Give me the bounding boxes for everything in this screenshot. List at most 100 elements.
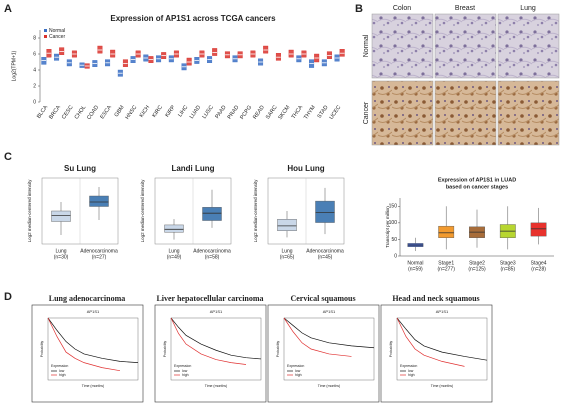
plot-frame	[47, 317, 139, 381]
y-axis-label: Probability	[276, 341, 280, 358]
x-tick-note: (n=30)	[54, 254, 69, 260]
chart-subtitle: AP1S1	[87, 309, 100, 314]
box	[530, 222, 547, 237]
x-tick-label: Lung	[281, 248, 292, 254]
x-tick-note: (n=58)	[205, 254, 220, 260]
chart-title: Expression of AP1S1 across TCGA cancers	[110, 14, 276, 23]
survival-curve	[170, 317, 262, 360]
chart-title: Expression of AP1S1 in LUAD	[438, 177, 516, 183]
chart-subtitle: based on cancer stages	[446, 184, 508, 190]
x-tick-label: Lung	[168, 248, 179, 254]
x-tick-label: Stage3	[500, 260, 516, 266]
x-tick-note: (n=59)	[408, 266, 423, 272]
legend-swatch	[44, 35, 47, 38]
x-tick-label: KIRC	[152, 105, 164, 119]
chart-title: Cervical squamous	[290, 294, 355, 303]
survival-curve	[47, 317, 121, 372]
legend-label: high	[295, 373, 302, 377]
y-axis-label: Probability	[389, 341, 393, 358]
legend-label: low	[59, 369, 65, 373]
y-axis-label: Log2 median-centered intensity	[140, 179, 145, 243]
panel-label: C	[4, 151, 12, 163]
x-axis-label: Time (months)	[431, 384, 453, 388]
column-label: Breast	[455, 5, 475, 12]
x-tick-label: BRCA	[48, 104, 62, 120]
y-axis-label: Log2 median-centered intensity	[253, 179, 258, 243]
x-tick-label: KIRP	[164, 104, 176, 118]
legend-label: high	[182, 373, 189, 377]
box	[164, 224, 184, 233]
chart-title: Head and neck squamous	[392, 294, 479, 303]
ihc-image	[371, 13, 434, 79]
legend-label: low	[408, 369, 414, 373]
x-tick-label: Normal	[407, 260, 423, 266]
x-tick-label: Adenocarcinoma	[306, 248, 344, 254]
ihc-image	[434, 13, 497, 79]
legend-label: low	[182, 369, 188, 373]
y-axis-label: Probability	[163, 341, 167, 358]
x-tick-note: (n=49)	[167, 254, 182, 260]
x-tick-label: UCEC	[329, 105, 343, 121]
x-tick-label: CESC	[61, 105, 75, 121]
chart-title: Liver hepatocellular carcinoma	[156, 294, 263, 303]
box	[438, 225, 455, 238]
y-tick-label: 0	[394, 253, 397, 259]
y-axis-label: Log2(TPM+1)	[11, 50, 17, 81]
y-tick-label: 150	[389, 204, 398, 210]
row-label: Normal	[363, 34, 370, 57]
x-tick-label: PRAD	[227, 105, 241, 121]
x-tick-note: (n=125)	[468, 266, 486, 272]
x-tick-label: Stage4	[531, 260, 547, 266]
y-axis-label: Probability	[40, 341, 44, 358]
x-tick-label: PCPG	[239, 105, 253, 121]
y-axis-label: Transcript per million	[385, 206, 390, 248]
legend-label: Normal	[49, 28, 65, 34]
y-tick-label: 50	[391, 237, 397, 243]
x-tick-label: LUSC	[202, 105, 215, 120]
chart-title: Lung adenocarcinoma	[49, 294, 126, 303]
column-label: Colon	[393, 5, 411, 12]
x-tick-label: THYM	[303, 104, 317, 121]
x-tick-label: HNSC	[125, 105, 139, 121]
y-tick-label: 8	[33, 35, 36, 41]
plot-frame	[283, 317, 375, 381]
x-axis-label: Time (months)	[82, 384, 104, 388]
row-label: Cancer	[363, 101, 370, 124]
chart-title: Hou Lung	[287, 164, 324, 173]
x-axis-label: Time (months)	[205, 384, 227, 388]
x-tick-label: ESCA	[99, 104, 113, 120]
x-tick-label: Stage2	[469, 260, 485, 266]
panel-label: B	[355, 3, 363, 15]
panel-label: A	[4, 3, 12, 15]
legend-title: Expression	[400, 364, 417, 368]
survival-curve	[283, 317, 352, 357]
column-label: Lung	[520, 5, 536, 12]
chart-title: Su Lung	[64, 164, 96, 173]
x-tick-label: SKCM	[277, 104, 291, 121]
legend-swatch	[44, 29, 47, 32]
y-tick-label: 4	[33, 67, 36, 73]
x-tick-label: READ	[252, 105, 266, 121]
chart-subtitle: AP1S1	[210, 309, 223, 314]
panel-label: D	[4, 291, 12, 303]
x-tick-label: LIHC	[177, 105, 189, 119]
y-axis-label: Log2 median-centered intensity	[27, 179, 32, 243]
x-tick-note: (n=28)	[531, 266, 546, 272]
survival-curve	[396, 317, 465, 367]
box	[315, 200, 335, 223]
y-tick-label: 0	[33, 99, 36, 105]
x-tick-label: Adenocarcinoma	[193, 248, 231, 254]
chart-title: Landi Lung	[171, 164, 214, 173]
ihc-image	[497, 13, 560, 79]
box	[89, 195, 109, 207]
survival-curve	[283, 317, 375, 349]
ihc-image	[497, 80, 560, 146]
box	[277, 219, 297, 232]
x-tick-label: COAD	[86, 105, 100, 121]
legend-label: low	[295, 369, 301, 373]
ihc-image	[434, 80, 497, 146]
survival-curve	[47, 317, 139, 363]
y-tick-label: 6	[33, 51, 36, 57]
x-tick-note: (n=85)	[501, 266, 516, 272]
